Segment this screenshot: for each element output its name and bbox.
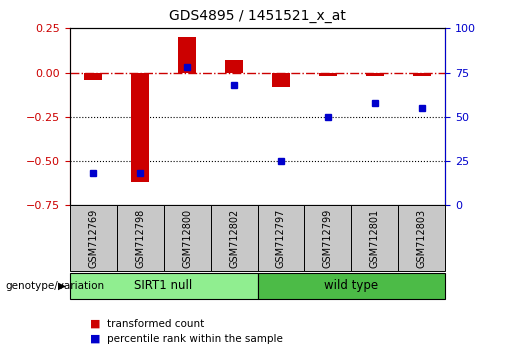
Bar [178, 37, 196, 73]
Bar [319, 73, 337, 76]
Bar [258, 205, 304, 271]
Bar [399, 205, 445, 271]
Bar [366, 73, 384, 76]
Text: ▶: ▶ [58, 281, 66, 291]
Text: genotype/variation: genotype/variation [5, 281, 104, 291]
Text: GSM712798: GSM712798 [135, 209, 145, 268]
Text: GSM712797: GSM712797 [276, 209, 286, 268]
Bar [352, 205, 399, 271]
Text: GSM712801: GSM712801 [370, 209, 380, 268]
Text: ■: ■ [90, 319, 100, 329]
Bar [70, 205, 116, 271]
Text: GSM712803: GSM712803 [417, 209, 427, 268]
Text: GSM712799: GSM712799 [323, 209, 333, 268]
Text: GDS4895 / 1451521_x_at: GDS4895 / 1451521_x_at [169, 9, 346, 23]
Text: GSM712802: GSM712802 [229, 209, 239, 268]
Text: ■: ■ [90, 334, 100, 344]
Bar [116, 205, 164, 271]
Text: GSM712800: GSM712800 [182, 209, 192, 268]
Text: GSM712769: GSM712769 [88, 209, 98, 268]
Bar [258, 273, 445, 299]
Bar [225, 60, 244, 73]
Bar [211, 205, 258, 271]
Bar [83, 73, 102, 80]
Bar [131, 73, 149, 182]
Bar [304, 205, 352, 271]
Text: transformed count: transformed count [107, 319, 204, 329]
Bar [70, 273, 258, 299]
Text: percentile rank within the sample: percentile rank within the sample [107, 334, 283, 344]
Bar [271, 73, 290, 87]
Bar [413, 73, 432, 76]
Bar [164, 205, 211, 271]
Text: SIRT1 null: SIRT1 null [134, 279, 193, 292]
Text: wild type: wild type [324, 279, 379, 292]
